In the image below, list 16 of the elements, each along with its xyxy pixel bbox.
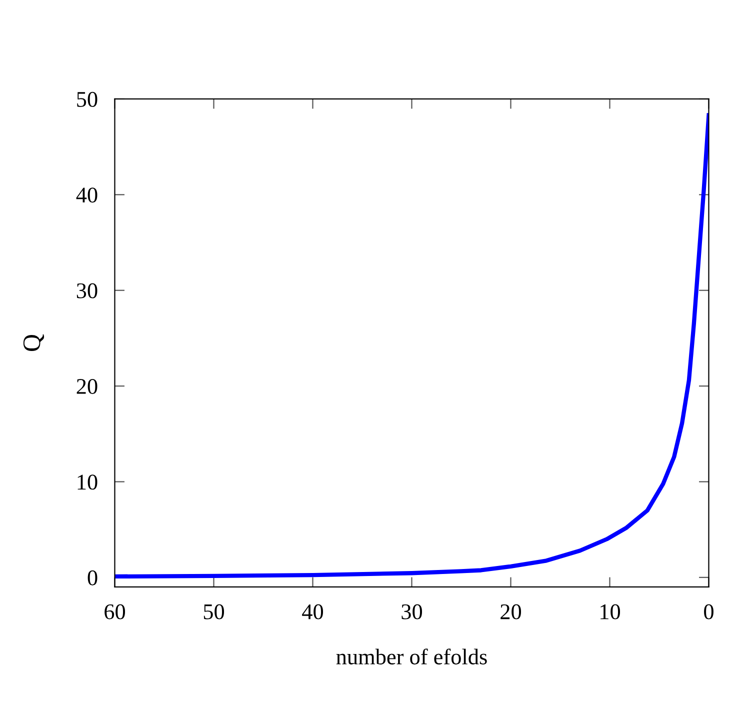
- x-tick-label: 40: [302, 604, 324, 620]
- y-tick-label: 40: [76, 188, 98, 203]
- x-tick-label: 50: [204, 604, 224, 620]
- y-tick-label: 30: [76, 283, 98, 298]
- y-tick-label: 50: [77, 92, 98, 107]
- x-tick-label: 10: [600, 604, 620, 620]
- line-series: [114, 113, 709, 579]
- y-tick-label: 0: [88, 570, 98, 586]
- y-tick-label: 10: [78, 474, 98, 490]
- x-axis-title: number of efolds: [336, 648, 487, 664]
- x-tick-label: 60: [104, 604, 126, 620]
- x-tick-label: 0: [704, 604, 714, 620]
- x-tick-label: 20: [500, 604, 522, 620]
- y-axis-title: Q: [23, 334, 44, 351]
- y-tick-label: 20: [76, 378, 98, 394]
- x-tick-label: 30: [402, 604, 422, 620]
